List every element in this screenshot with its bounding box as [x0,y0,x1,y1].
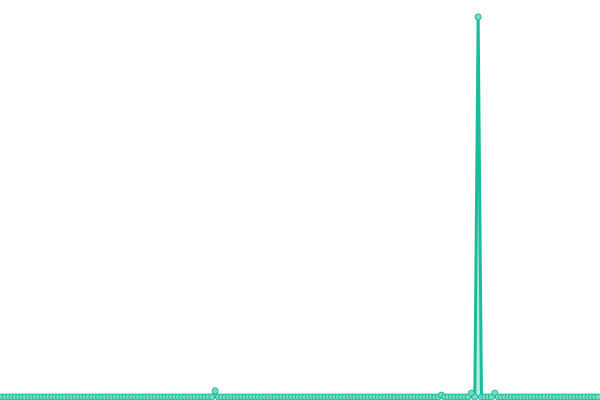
point-layer [0,13,600,400]
data-point[interactable] [474,13,482,21]
series-line [2,15,598,399]
area-layer [2,17,598,397]
line-layer [2,15,598,399]
data-point[interactable] [471,393,479,400]
data-point[interactable] [208,393,216,400]
series-area [2,17,598,397]
data-point[interactable] [594,393,600,400]
data-point[interactable] [211,387,219,395]
